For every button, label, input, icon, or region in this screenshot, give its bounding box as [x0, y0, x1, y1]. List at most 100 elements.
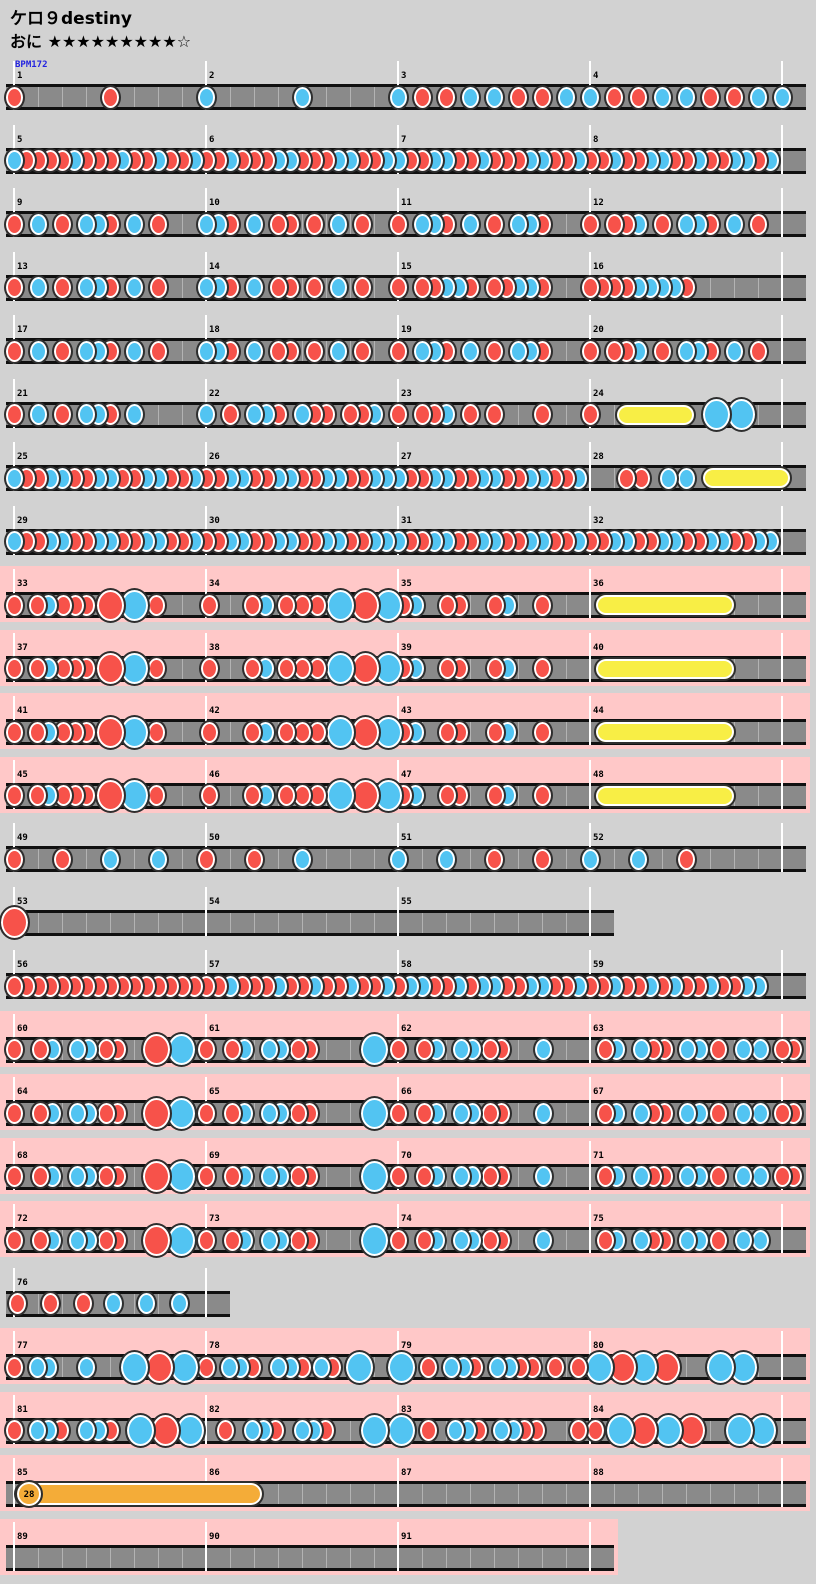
- beat-line: [518, 1230, 519, 1250]
- note-don-big: [94, 778, 126, 813]
- note-ka: [66, 1037, 88, 1062]
- beat-line: [302, 277, 303, 298]
- note-ka: [195, 211, 217, 237]
- beat-line: [182, 277, 183, 298]
- beat-line: [230, 595, 231, 615]
- beat-line: [422, 1547, 423, 1568]
- beat-line: [758, 722, 759, 742]
- beat-line: [710, 277, 711, 298]
- note-don: [241, 592, 263, 618]
- chart-row: 77 78 79 80: [0, 1328, 816, 1392]
- note-don: [723, 84, 745, 110]
- note-ka: [310, 1354, 332, 1380]
- measure-number: 2: [209, 71, 215, 81]
- note-don: [567, 1354, 589, 1380]
- beat-line: [38, 1293, 39, 1314]
- note-don: [627, 84, 649, 110]
- measure-number: 33: [17, 579, 28, 589]
- note-don: [26, 592, 48, 618]
- note-don: [747, 338, 769, 364]
- balloon-count-badge: 28: [15, 1480, 43, 1508]
- note-don: [51, 846, 73, 872]
- note-don: [387, 1164, 409, 1189]
- beat-line: [110, 912, 111, 933]
- note-ka: [631, 1100, 653, 1126]
- measure-number: 72: [17, 1214, 28, 1224]
- note-don: [3, 1037, 25, 1062]
- drumroll-bar: [701, 466, 792, 490]
- note-don: [99, 84, 121, 110]
- beat-line: [734, 849, 735, 869]
- note-ka: [733, 1100, 755, 1126]
- note-ka: [411, 338, 433, 364]
- note-don-big: [94, 587, 126, 623]
- beat-line: [350, 277, 351, 298]
- note-don: [222, 1037, 244, 1062]
- beat-line: [614, 468, 615, 488]
- note-ka: [26, 1354, 48, 1380]
- note-don: [351, 338, 373, 364]
- measure-number: 13: [17, 261, 28, 272]
- note-don: [414, 1164, 436, 1189]
- measure-number: 77: [17, 1341, 28, 1351]
- note-ka: [677, 1037, 699, 1062]
- beat-line: [494, 1484, 495, 1504]
- chart-row: 9 10 11 12: [0, 185, 816, 249]
- note-don: [579, 275, 601, 300]
- note-don: [199, 719, 221, 745]
- note-ka: [675, 84, 697, 110]
- note-ka: [291, 84, 313, 110]
- measure-number: 55: [401, 896, 412, 907]
- beat-line: [518, 785, 519, 806]
- measure-number: 71: [593, 1150, 604, 1161]
- beat-line: [326, 849, 327, 869]
- note-ka-big: [728, 1349, 760, 1385]
- note-ka: [66, 1227, 88, 1253]
- beat-line: [566, 277, 567, 298]
- beat-line: [542, 1484, 543, 1504]
- beat-line: [374, 87, 375, 107]
- measure-line: [589, 759, 591, 809]
- measure-line: [781, 1458, 783, 1507]
- note-don: [437, 719, 459, 745]
- measure-number: 62: [401, 1023, 412, 1034]
- beat-line: [134, 912, 135, 933]
- measure-number: 39: [401, 642, 412, 653]
- measure-number: 6: [209, 134, 215, 145]
- note-ka: [123, 211, 145, 237]
- beat-line: [86, 1547, 87, 1568]
- beat-line: [302, 1484, 303, 1504]
- beat-line: [518, 1039, 519, 1060]
- beat-line: [350, 1547, 351, 1568]
- beat-line: [326, 912, 327, 933]
- beat-line: [326, 1103, 327, 1123]
- note-don: [3, 1164, 25, 1189]
- measure-number: 57: [209, 960, 220, 970]
- beat-line: [470, 658, 471, 679]
- beat-line: [710, 1420, 711, 1441]
- note-ka: [243, 402, 265, 427]
- beat-line: [470, 1547, 471, 1568]
- note-ka: [450, 1164, 472, 1189]
- beat-line: [62, 1293, 63, 1314]
- note-don: [339, 402, 361, 427]
- beat-line: [566, 1357, 567, 1377]
- beat-line: [758, 658, 759, 679]
- beat-line: [374, 849, 375, 869]
- measure-line: [589, 569, 591, 618]
- note-don: [411, 275, 433, 300]
- measure-number: 70: [401, 1150, 412, 1161]
- beat-line: [254, 87, 255, 107]
- measure-number: 34: [209, 579, 220, 589]
- note-don: [435, 84, 457, 110]
- beat-line: [230, 722, 231, 742]
- note-don: [51, 211, 73, 237]
- note-don: [219, 402, 241, 427]
- note-ka: [76, 1418, 98, 1443]
- measure-number: 79: [401, 1341, 412, 1351]
- measure-number: 36: [593, 579, 604, 589]
- song-title: ケロ９destiny: [10, 9, 132, 29]
- drumroll-bar: [593, 720, 736, 744]
- beat-line: [758, 1484, 759, 1504]
- beat-line: [734, 1484, 735, 1504]
